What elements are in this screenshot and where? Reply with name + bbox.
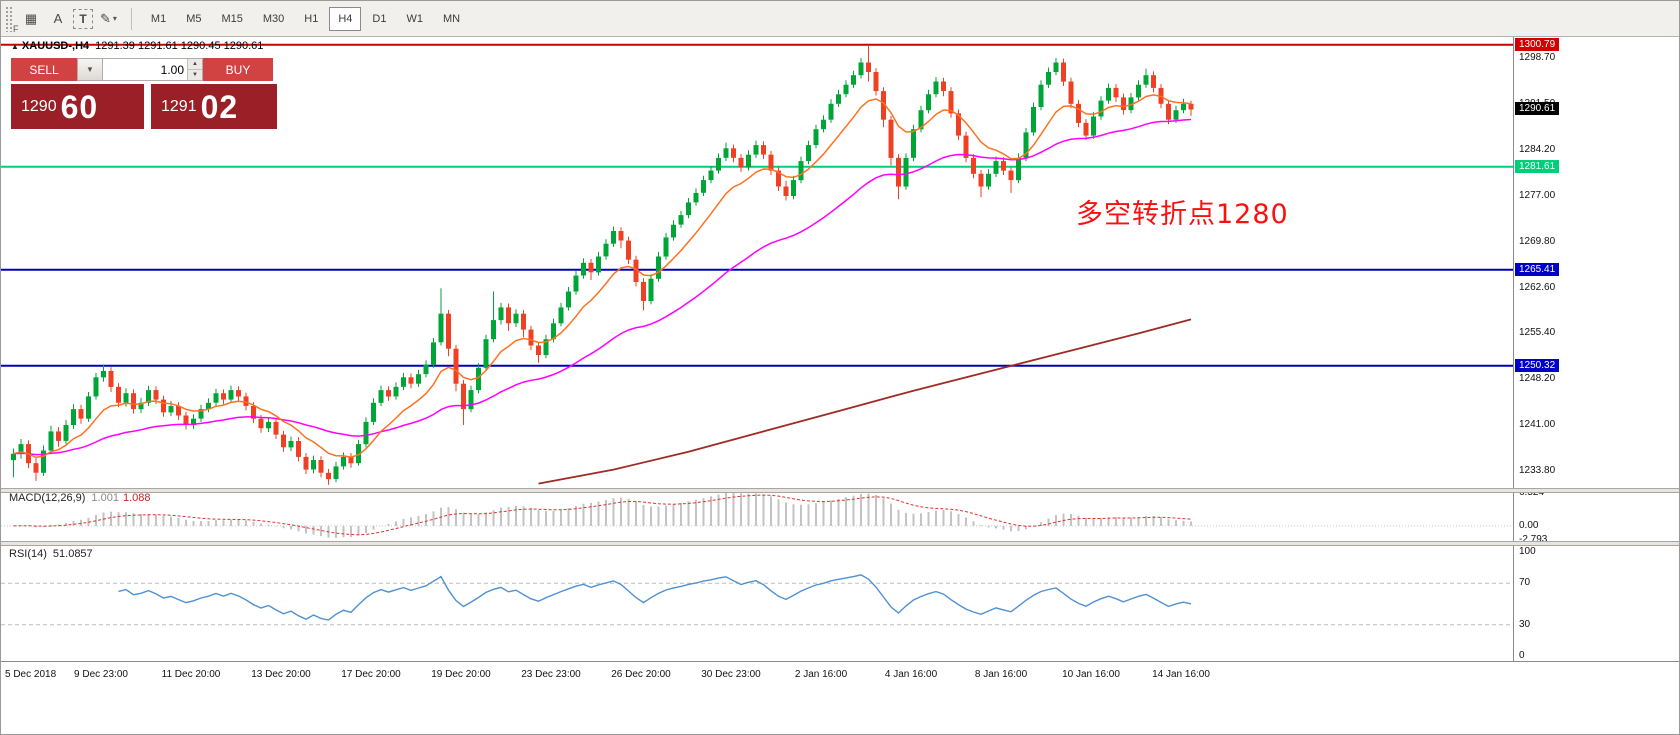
timeframe-button-mn[interactable]: MN xyxy=(434,7,469,31)
time-tick-label: 30 Dec 23:00 xyxy=(701,669,761,680)
price-tick-label: 1248.20 xyxy=(1519,373,1556,385)
time-tick-label: 17 Dec 20:00 xyxy=(341,669,401,680)
time-tick-label: 8 Jan 16:00 xyxy=(974,669,1028,680)
toolbar: ▦ A T ✎ ▾ M1 M5 M15 M30 H1 H4 D1 W1 MN F xyxy=(1,1,1679,37)
chart-ohlc-values: 1291.39 1291.61 1290.45 1290.61 xyxy=(95,40,264,52)
time-tick-label: 26 Dec 20:00 xyxy=(611,669,671,680)
rsi-axis-label: 30 xyxy=(1519,618,1531,630)
timeframe-button-d1[interactable]: D1 xyxy=(363,7,395,31)
toolbar-grip-icon[interactable] xyxy=(5,5,14,32)
text-tool-icon[interactable]: T xyxy=(73,8,93,29)
trade-controls-row: SELL ▼ ▲ ▼ BUY xyxy=(11,58,277,81)
candles-layer xyxy=(11,45,1194,485)
volume-field-wrap: ▲ ▼ xyxy=(103,58,203,81)
price-tick-label: 1241.00 xyxy=(1519,419,1556,431)
buy-price-panel[interactable]: 1291 02 xyxy=(151,84,277,129)
time-tick-label: 5 Dec 2018 xyxy=(5,669,57,680)
macd-indicator-label: MACD(12,26,9) 1.001 1.088 xyxy=(9,492,150,504)
moving-averages-layer xyxy=(13,94,1192,485)
volume-input[interactable] xyxy=(103,59,202,80)
sell-price-panel[interactable]: 1290 60 xyxy=(11,84,144,129)
chart-title: ▲ XAUUSD-,H4 1291.39 1291.61 1290.45 1290.… xyxy=(11,40,263,52)
volume-increase-button[interactable]: ▲ xyxy=(188,59,202,69)
toolbar-f-label: F xyxy=(13,24,19,34)
cursor-tool-icon[interactable]: A xyxy=(46,7,70,31)
timeframe-group: M1 M5 M15 M30 H1 H4 D1 W1 MN xyxy=(142,6,469,31)
macd-main-value: 1.001 xyxy=(91,492,119,504)
chart-symbol-label: XAUUSD-,H4 xyxy=(21,40,90,52)
time-tick-label: 19 Dec 20:00 xyxy=(431,669,491,680)
time-tick-label: 13 Dec 20:00 xyxy=(251,669,311,680)
draw-tool-icon[interactable]: ✎ ▾ xyxy=(96,7,121,31)
timeframe-button-m30[interactable]: M30 xyxy=(254,7,293,31)
timeframe-button-m1[interactable]: M1 xyxy=(142,7,175,31)
macd-name: MACD(12,26,9) xyxy=(9,492,86,504)
rsi-name: RSI(14) xyxy=(9,548,47,560)
rsi-axis-label: 100 xyxy=(1519,546,1536,557)
time-tick-label: 23 Dec 23:00 xyxy=(521,669,581,680)
timeframe-button-m5[interactable]: M5 xyxy=(177,7,210,31)
hlines-layer[interactable] xyxy=(1,43,1513,367)
sell-price-major: 1290 xyxy=(21,97,57,115)
tool-icon-group: ▦ A T ✎ ▾ xyxy=(19,7,121,31)
time-tick-label: 11 Dec 20:00 xyxy=(161,669,221,680)
trade-prices-row: 1290 60 1291 02 xyxy=(11,84,277,129)
buy-button[interactable]: BUY xyxy=(203,58,273,81)
chevron-down-icon: ▾ xyxy=(112,14,117,23)
price-tick-label: 1298.70 xyxy=(1519,52,1556,63)
rsi-axis-label: 70 xyxy=(1519,577,1531,589)
price-tick-label: 1233.80 xyxy=(1519,464,1556,476)
macd-axis-label: 0.00 xyxy=(1519,519,1539,531)
buy-price-pips: 02 xyxy=(200,88,239,125)
indicator-layer xyxy=(1,493,1513,626)
rsi-indicator-label: RSI(14) 51.0857 xyxy=(9,548,93,560)
macd-panel-splitter[interactable] xyxy=(1,488,1679,493)
price-axis[interactable]: 1298.701291.501284.201277.001269.801262.… xyxy=(1513,37,1679,661)
buy-price-major: 1291 xyxy=(161,97,197,115)
volume-stepper: ▲ ▼ xyxy=(187,59,202,80)
time-tick-label: 2 Jan 16:00 xyxy=(794,669,848,680)
price-tick-label: 1262.60 xyxy=(1519,281,1556,293)
price-chart[interactable] xyxy=(1,37,1680,735)
price-tag[interactable]: 1265.41 xyxy=(1515,262,1560,276)
price-tag[interactable]: 1300.79 xyxy=(1515,37,1560,51)
grid-tool-icon[interactable]: ▦ xyxy=(19,7,43,31)
rsi-axis-label: 0 xyxy=(1519,650,1525,661)
time-tick-label: 9 Dec 23:00 xyxy=(74,669,128,680)
one-click-trading-widget: SELL ▼ ▲ ▼ BUY 1290 60 1291 xyxy=(11,58,277,129)
price-tick-label: 1284.20 xyxy=(1519,144,1556,156)
time-tick-label: 10 Jan 16:00 xyxy=(1062,669,1120,680)
timeframe-button-w1[interactable]: W1 xyxy=(397,7,432,31)
time-axis[interactable]: 5 Dec 2018 9 Dec 23:00 11 Dec 20:00 13 Dec … xyxy=(1,662,1679,734)
timeframe-button-h1[interactable]: H1 xyxy=(295,7,327,31)
time-axis-border xyxy=(1,661,1679,662)
timeframe-button-h4[interactable]: H4 xyxy=(329,6,362,31)
sell-button[interactable]: SELL xyxy=(11,58,77,81)
rsi-value: 51.0857 xyxy=(52,548,93,560)
chevron-down-icon: ▼ xyxy=(86,65,94,74)
time-tick-label: 14 Jan 16:00 xyxy=(1152,669,1210,680)
sell-price-pips: 60 xyxy=(60,88,99,125)
symbol-marker-icon: ▲ xyxy=(11,42,19,51)
macd-signal-value: 1.088 xyxy=(122,492,151,504)
price-tag[interactable]: 1281.61 xyxy=(1515,159,1560,173)
toolbar-separator xyxy=(130,7,132,30)
timeframe-button-m15[interactable]: M15 xyxy=(212,7,251,31)
volume-decrease-button[interactable]: ▼ xyxy=(188,69,202,80)
price-tag[interactable]: 1290.61 xyxy=(1515,102,1560,116)
rsi-panel-splitter[interactable] xyxy=(1,541,1679,546)
price-tag[interactable]: 1250.32 xyxy=(1515,358,1560,372)
price-tick-label: 1255.40 xyxy=(1519,327,1556,339)
price-tick-label: 1277.00 xyxy=(1519,190,1556,202)
time-tick-label: 4 Jan 16:00 xyxy=(884,669,938,680)
chart-workspace: 1298.701291.501284.201277.001269.801262.… xyxy=(1,37,1680,735)
chart-text-annotation[interactable]: 多空转折点1280 xyxy=(1076,199,1289,230)
price-tick-label: 1269.80 xyxy=(1519,235,1556,247)
macd-axis-label: -2.793 xyxy=(1519,533,1548,545)
volume-dropdown-button[interactable]: ▼ xyxy=(77,58,103,81)
